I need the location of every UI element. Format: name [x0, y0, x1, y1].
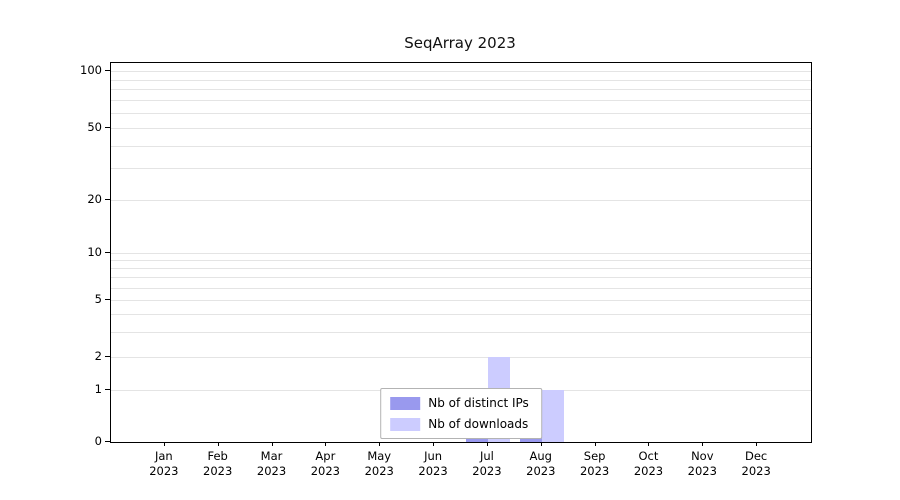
- gridline: [111, 314, 811, 315]
- bar-downloads: [541, 390, 564, 442]
- x-axis-tick-label: Sep 2023: [579, 449, 610, 478]
- y-axis-tick-mark: [105, 356, 110, 357]
- x-axis-tick-mark: [164, 442, 165, 446]
- x-axis-tick-label: Aug 2023: [526, 449, 556, 478]
- legend: Nb of distinct IPs Nb of downloads: [380, 388, 542, 439]
- y-axis-tick-label: 1: [94, 382, 102, 396]
- y-axis-tick-mark: [105, 389, 110, 390]
- gridline: [111, 357, 811, 358]
- x-axis-tick-label: Jul 2023: [472, 449, 502, 478]
- y-axis-tick-mark: [105, 127, 110, 128]
- gridline: [111, 89, 811, 90]
- y-axis-tick-mark: [105, 70, 110, 71]
- x-axis-tick-label: Jun 2023: [418, 449, 448, 478]
- chart-title: SeqArray 2023: [404, 34, 516, 52]
- gridline: [111, 268, 811, 269]
- x-axis-tick-mark: [325, 442, 326, 446]
- y-axis-tick-label: 20: [87, 192, 102, 206]
- gridline: [111, 332, 811, 333]
- x-axis-tick-mark: [272, 442, 273, 446]
- y-axis-tick-mark: [105, 252, 110, 253]
- x-axis-tick-label: Mar 2023: [256, 449, 287, 478]
- gridline: [111, 146, 811, 147]
- y-axis-tick-label: 5: [94, 292, 102, 306]
- gridline: [111, 300, 811, 301]
- x-axis-tick-label: Apr 2023: [310, 449, 341, 478]
- gridline: [111, 288, 811, 289]
- gridline: [111, 277, 811, 278]
- gridline: [111, 71, 811, 72]
- x-axis-tick-mark: [595, 442, 596, 446]
- y-axis-tick-label: 10: [87, 245, 102, 259]
- x-axis-tick-label: Oct 2023: [633, 449, 664, 478]
- x-axis-tick-mark: [218, 442, 219, 446]
- legend-item-downloads: Nb of downloads: [390, 417, 529, 431]
- y-axis-tick-label: 50: [87, 120, 102, 134]
- legend-swatch-distinct-ips: [390, 396, 421, 410]
- gridline: [111, 200, 811, 201]
- legend-swatch-downloads: [390, 417, 421, 431]
- gridline: [111, 80, 811, 81]
- y-axis-tick-label: 2: [94, 349, 102, 363]
- gridline: [111, 100, 811, 101]
- y-axis-tick-label: 0: [94, 434, 102, 448]
- x-axis-tick-label: Dec 2023: [741, 449, 771, 478]
- x-axis-tick-label: Jan 2023: [149, 449, 179, 478]
- gridline: [111, 168, 811, 169]
- x-axis-tick-mark: [541, 442, 542, 446]
- y-axis-tick-mark: [105, 199, 110, 200]
- y-axis-tick-mark: [105, 441, 110, 442]
- y-axis-tick-label: 100: [80, 63, 102, 77]
- gridline: [111, 113, 811, 114]
- x-axis-tick-label: Feb 2023: [203, 449, 233, 478]
- x-axis-tick-mark: [648, 442, 649, 446]
- x-axis-tick-mark: [756, 442, 757, 446]
- y-axis-tick-mark: [105, 299, 110, 300]
- legend-label-downloads: Nb of downloads: [428, 417, 529, 431]
- x-axis-tick-mark: [433, 442, 434, 446]
- x-axis-tick-mark: [379, 442, 380, 446]
- gridline: [111, 128, 811, 129]
- x-axis-tick-label: May 2023: [364, 449, 394, 478]
- legend-item-distinct-ips: Nb of distinct IPs: [390, 396, 529, 410]
- x-axis-tick-label: Nov 2023: [687, 449, 717, 478]
- legend-label-distinct-ips: Nb of distinct IPs: [428, 396, 529, 410]
- x-axis-tick-mark: [487, 442, 488, 446]
- gridline: [111, 260, 811, 261]
- plot-area: Nb of distinct IPs Nb of downloads: [110, 62, 812, 443]
- gridline: [111, 253, 811, 254]
- x-axis-tick-mark: [702, 442, 703, 446]
